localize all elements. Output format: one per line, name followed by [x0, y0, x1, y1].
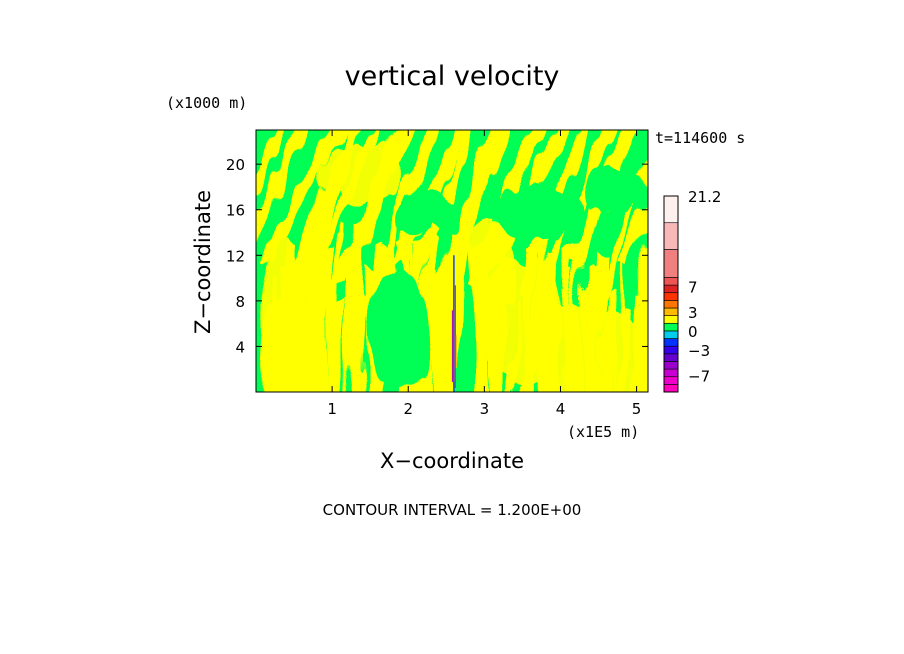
wave-band: [0, 90, 83, 279]
green-patch: [400, 195, 460, 235]
colorbar-band: [663, 277, 679, 286]
colorbar-tick-label: 3: [688, 304, 698, 322]
colorbar-band: [663, 315, 679, 324]
wave-band: [0, 90, 34, 283]
colorbar-band: [663, 307, 679, 316]
wave-band: [101, 90, 187, 261]
green-patch: [582, 168, 642, 212]
vertical-streak: [652, 305, 664, 422]
colorbar: 21.2 7 30−3 −7: [663, 188, 721, 393]
x-axis-label: X−coordinate: [380, 449, 524, 473]
colorbar-tick-label: 7: [688, 278, 698, 296]
wave-band: [616, 188, 648, 264]
x-tick-label: 4: [556, 400, 566, 418]
colorbar-tick-label: 0: [688, 323, 698, 341]
colorbar-band: [663, 284, 679, 294]
x-tick-label: 5: [632, 400, 642, 418]
wave-band: [24, 90, 117, 294]
colorbar-band: [663, 249, 679, 278]
y-tick-label: 8: [235, 293, 245, 311]
wave-band: [0, 90, 99, 281]
colorbar-band: [663, 300, 679, 309]
wave-band: [46, 90, 156, 271]
y-tick-label: 12: [226, 247, 245, 265]
colorbar-tick-label: 21.2: [688, 188, 721, 206]
colorbar-band: [663, 195, 679, 224]
vertical-streak: [336, 227, 345, 392]
green-patch: [364, 270, 436, 390]
y-unit-label: (x1000 m): [166, 94, 247, 112]
plot-area: [0, 90, 791, 422]
y-axis: 4 8 12 16 20: [226, 156, 648, 356]
yellow-patch: [323, 145, 407, 205]
colorbar-band: [663, 376, 679, 385]
wave-band: [257, 130, 346, 261]
field-layer: [0, 90, 791, 422]
colorbar-band: [663, 368, 679, 378]
wave-pattern: [0, 90, 791, 422]
wave-band: [122, 90, 232, 264]
plot-frame: [255, 129, 649, 393]
vertical-streak: [352, 294, 365, 392]
colorbar-band: [663, 345, 679, 355]
colorbar-band: [663, 322, 679, 332]
colorbar-band: [663, 222, 679, 250]
colorbar-band: [663, 330, 679, 339]
y-tick-label: 20: [226, 156, 245, 174]
colorbar-band: [663, 338, 679, 347]
colorbar-tick-label: −7: [688, 367, 710, 385]
yellow-patch: [260, 240, 310, 360]
contour-interval-note: CONTOUR INTERVAL = 1.200E+00: [323, 501, 582, 519]
x-unit-label: (x1E5 m): [567, 423, 639, 441]
vertical-streak: [653, 277, 665, 422]
x-tick-label: 3: [480, 400, 490, 418]
yellow-patch: [468, 212, 512, 308]
colorbar-band: [663, 292, 679, 301]
colorbar-frame: [663, 195, 679, 393]
colorbar-band: [663, 384, 679, 393]
chart-title: vertical velocity: [345, 61, 560, 92]
wave-band: [256, 130, 287, 199]
wave-band: [71, 90, 153, 290]
colorbar-band: [663, 361, 679, 370]
wave-band: [0, 90, 24, 261]
vertical-streak: [309, 298, 323, 392]
vertical-streak: [436, 291, 450, 392]
x-tick-label: 2: [403, 400, 413, 418]
y-axis-label: Z−coordinate: [191, 190, 215, 334]
colorbar-band: [663, 353, 679, 362]
wave-band: [694, 90, 791, 278]
y-tick-label: 16: [226, 202, 245, 220]
wave-band: [256, 130, 307, 241]
vertical-streak: [323, 247, 340, 392]
wave-band: [646, 278, 648, 283]
time-label: t=114600 s: [655, 129, 745, 147]
colorbar-tick-label: −3: [688, 342, 710, 360]
x-axis: 1 2 3 4 5: [327, 130, 641, 418]
x-tick-label: 1: [327, 400, 337, 418]
y-tick-label: 4: [235, 338, 245, 356]
green-patch: [495, 189, 585, 241]
